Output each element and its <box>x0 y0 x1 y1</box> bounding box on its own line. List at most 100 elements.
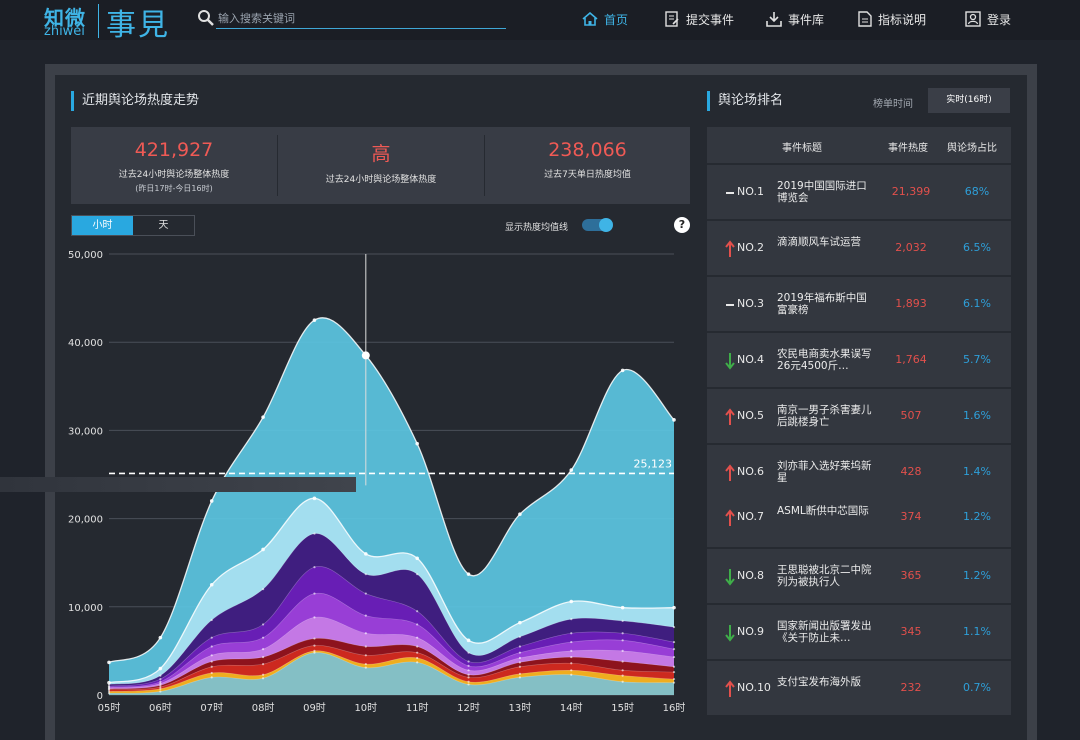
rank-number: NO.4 <box>737 353 764 366</box>
event-title[interactable]: ASML断供中芯国际 <box>777 505 869 517</box>
data-point <box>261 588 265 591</box>
nav-login[interactable]: 登录 <box>965 9 1011 29</box>
data-point <box>569 468 574 472</box>
heat-trend-chart[interactable]: 0 10,000 20,000 30,000 40,000 50,000 25,123 05时… <box>60 240 700 720</box>
data-point <box>313 616 316 619</box>
data-point <box>621 669 624 672</box>
event-share: 68% <box>964 185 990 198</box>
data-point <box>620 368 625 373</box>
x-tick-label: 11时 <box>406 702 429 714</box>
data-point <box>467 651 470 654</box>
data-point <box>364 645 367 648</box>
col-heat: 事件热度 <box>888 143 928 154</box>
nav-event-library[interactable]: 事件库 <box>766 9 824 29</box>
nav-submit-event[interactable]: 提交事件 <box>664 9 734 29</box>
data-point <box>672 655 676 659</box>
stat-divider <box>484 135 485 196</box>
event-title[interactable]: 王思聪被北京二中院列为被执行人 <box>777 564 872 588</box>
stat-value: 高 <box>371 143 391 165</box>
event-title[interactable]: 滴滴顺风车试运营 <box>777 236 861 248</box>
ranking-row[interactable]: NO.2 滴滴顺风车试运营 2,032 6.5% <box>707 219 1011 275</box>
data-point <box>159 680 162 683</box>
x-tick-label: 12时 <box>457 702 480 714</box>
data-point <box>518 661 522 664</box>
data-point <box>415 556 419 561</box>
trend-title: 近期舆论场热度走势 <box>71 91 199 111</box>
data-point <box>672 681 676 684</box>
data-point <box>467 676 470 679</box>
data-point <box>313 649 316 652</box>
y-tick-label: 30,000 <box>68 426 103 437</box>
ranking-row[interactable]: NO.4 农民电商卖水果误写26元4500斤… 1,764 5.7% <box>707 331 1011 387</box>
data-point <box>312 496 317 501</box>
data-point <box>210 618 213 622</box>
stat-24h-level: 高 过去24小时舆论场整体热度 <box>278 127 484 204</box>
data-point <box>364 592 367 595</box>
average-line-label: 25,123 <box>634 457 673 470</box>
event-share: 1.2% <box>963 510 991 523</box>
ranking-row[interactable]: NO.9 国家新闻出版署发出《关于防止未… 345 1.1% <box>707 603 1011 659</box>
data-point <box>210 660 213 663</box>
stat-24h-total: 421,927 过去24小时舆论场整体热度 (昨日17时-今日16时) <box>71 127 277 204</box>
data-point <box>210 671 213 675</box>
rank-number: NO.10 <box>737 681 771 694</box>
ranking-header: 事件标题 事件热度 舆论场占比 <box>707 127 1011 163</box>
logo[interactable]: 知微 zhiwei 事見 <box>42 2 172 43</box>
ranking-time-button[interactable]: 实时(16时) <box>928 88 1010 113</box>
data-point <box>261 677 265 680</box>
data-point <box>210 636 213 639</box>
data-point <box>621 619 624 623</box>
event-title[interactable]: 支付宝发布海外版 <box>777 676 861 688</box>
logo-zh: 知微 <box>44 6 86 30</box>
ranking-row[interactable]: NO.1 2019中国国际进口博览会 21,399 68% <box>707 163 1011 219</box>
event-title[interactable]: 2019中国国际进口博览会 <box>777 180 867 204</box>
event-heat: 345 <box>900 625 922 638</box>
x-tick-label: 14时 <box>560 702 583 714</box>
data-point <box>620 605 625 610</box>
data-point <box>518 665 522 668</box>
ranking-row[interactable]: NO.10 支付宝发布海外版 232 0.7% <box>707 659 1011 715</box>
x-tick-label: 16时 <box>663 702 686 714</box>
series-line-1 <box>108 317 675 663</box>
data-point <box>518 635 522 638</box>
data-point <box>518 676 522 679</box>
search-icon[interactable] <box>196 8 216 28</box>
event-title[interactable]: 国家新闻出版署发出《关于防止未… <box>777 620 872 644</box>
data-point <box>416 651 419 654</box>
data-point <box>672 418 676 422</box>
data-point <box>312 318 317 322</box>
submit-icon <box>665 11 679 27</box>
ranking-row[interactable]: NO.3 2019年福布斯中国富豪榜 1,893 6.1% <box>707 275 1011 331</box>
data-point <box>672 670 676 674</box>
ranking-row[interactable]: NO.8 王思聪被北京二中院列为被执行人 365 1.2% <box>707 547 1011 603</box>
data-point <box>467 680 470 683</box>
data-point <box>621 674 624 677</box>
avg-line-switch[interactable] <box>582 218 613 232</box>
event-title[interactable]: 南京一男子杀害妻儿后跳楼身亡 <box>777 404 872 428</box>
area-series-10 <box>109 652 674 695</box>
event-title[interactable]: 2019年福布斯中国富豪榜 <box>777 292 867 316</box>
help-icon[interactable]: ? <box>674 217 690 233</box>
y-tick-label: 10,000 <box>68 603 103 614</box>
event-title[interactable]: 刘亦菲入选好莱坞新星 <box>777 460 872 484</box>
data-point <box>261 623 265 626</box>
ranking-row[interactable]: NO.6 刘亦菲入选好莱坞新星 428 1.4% <box>707 443 1011 499</box>
top-bar: 知微 zhiwei 事見 首页 提交事件 事件库 指标说明 登录 <box>0 0 1080 43</box>
data-point <box>467 673 470 676</box>
event-heat: 428 <box>900 465 922 478</box>
nav-label: 提交事件 <box>686 12 735 27</box>
search-input[interactable] <box>216 9 506 29</box>
event-share: 1.6% <box>963 409 991 422</box>
ranking-row[interactable]: NO.5 南京一男子杀害妻儿后跳楼身亡 507 1.6% <box>707 387 1011 443</box>
nav-metrics[interactable]: 指标说明 <box>858 9 926 29</box>
nav-home[interactable]: 首页 <box>582 9 628 29</box>
stat-label: 过去7天单日热度均值 <box>544 170 631 180</box>
toggle-day[interactable]: 天 <box>158 220 169 231</box>
toggle-hour[interactable]: 小时 <box>72 216 133 235</box>
event-title[interactable]: 农民电商卖水果误写26元4500斤… <box>777 348 872 372</box>
data-point <box>416 661 419 664</box>
ranking-row[interactable]: NO.7 ASML断供中芯国际 374 1.2% <box>707 490 1011 546</box>
series-line-7 <box>108 638 675 690</box>
data-point <box>107 692 111 695</box>
data-point <box>209 499 214 503</box>
